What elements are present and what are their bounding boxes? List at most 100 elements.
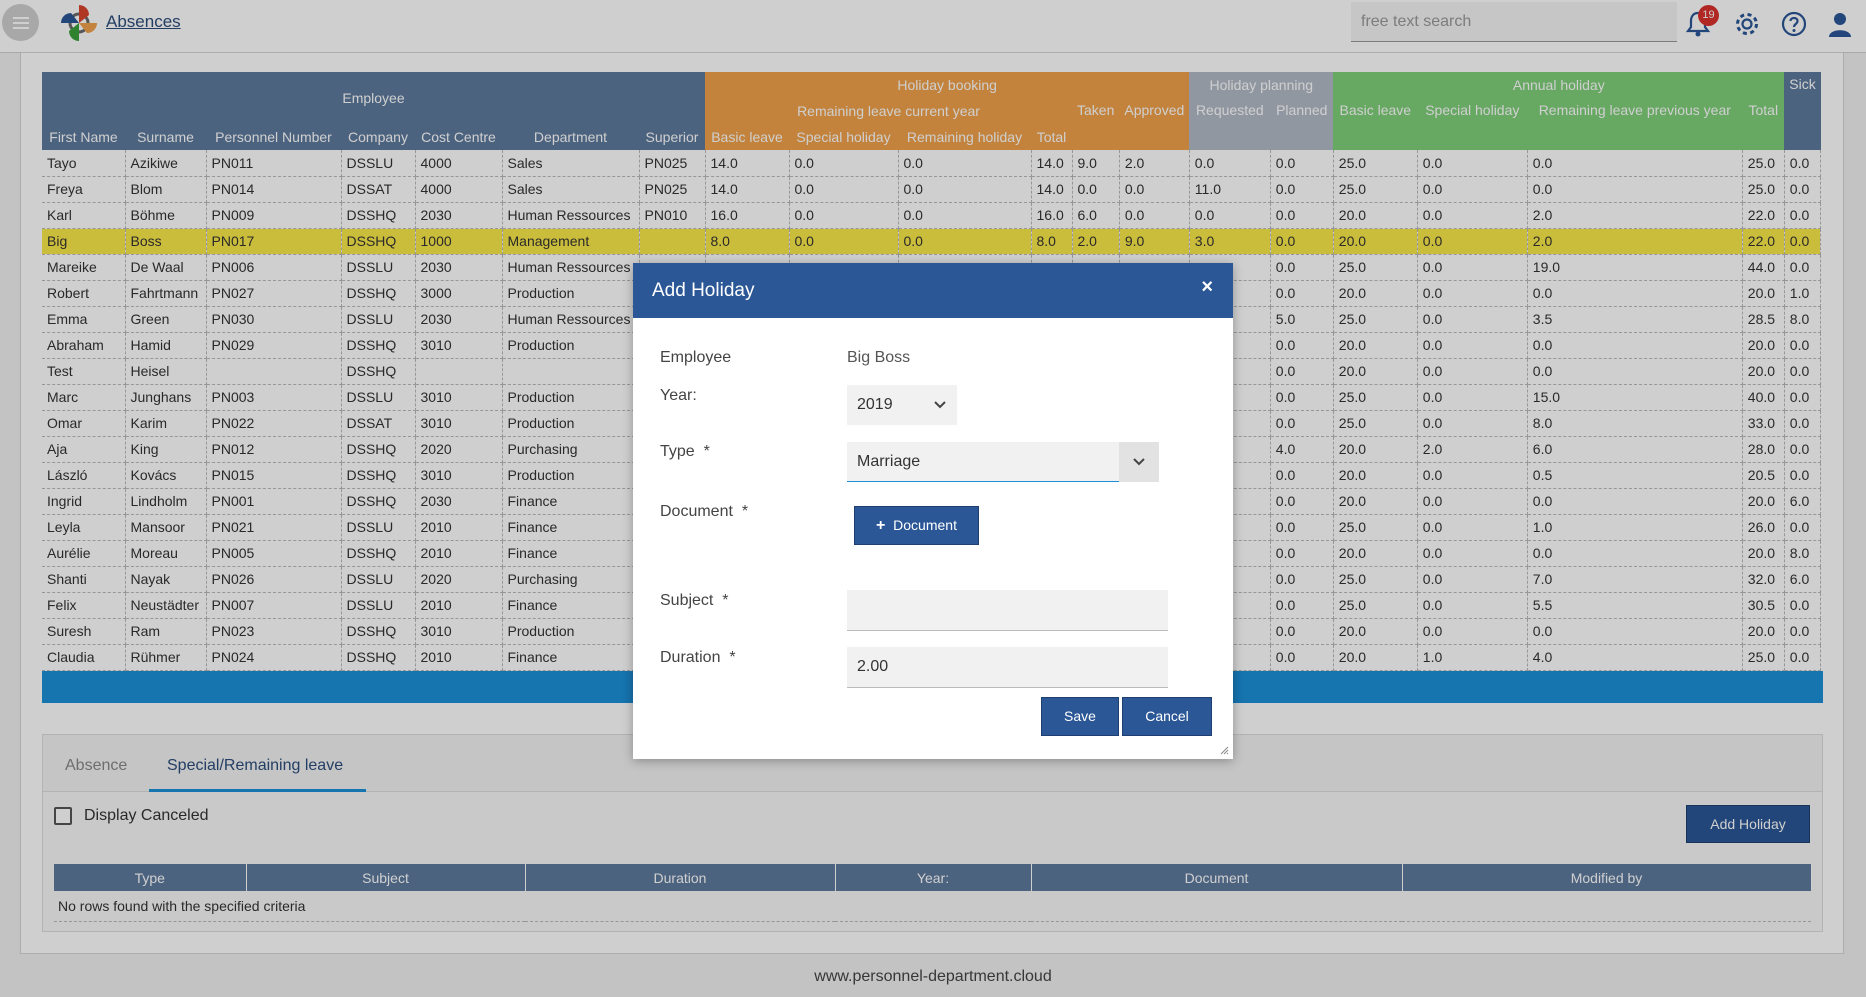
cell-annual-special-holiday: 0.0 — [1417, 592, 1528, 619]
type-select[interactable]: Marriage — [847, 442, 1159, 482]
col-year[interactable]: Year: — [835, 864, 1032, 891]
col-surname[interactable]: Surname — [125, 124, 206, 150]
col-booking-total[interactable]: Total — [1031, 124, 1072, 150]
cell-special-holiday: 0.0 — [789, 150, 899, 177]
type-value: Marriage — [857, 453, 921, 470]
add-document-button[interactable]: + Document — [854, 506, 979, 545]
col-requested[interactable]: Requested — [1189, 98, 1271, 150]
duration-input[interactable] — [847, 647, 1168, 688]
col-annual-basic-leave[interactable]: Basic leave — [1333, 98, 1418, 150]
document-label: Document * — [660, 503, 748, 521]
col-planned[interactable]: Planned — [1270, 98, 1334, 150]
col-superior[interactable]: Superior — [639, 124, 705, 150]
cell-taken: 9.0 — [1072, 150, 1120, 177]
cell-remaining-previous: 0.0 — [1527, 540, 1743, 567]
col-personnel-number[interactable]: Personnel Number — [206, 124, 341, 150]
cell-company: DSSHQ — [341, 644, 416, 671]
cell-basic-leave: 14.0 — [705, 150, 790, 177]
cell-annual-basic-leave: 20.0 — [1333, 332, 1418, 359]
dialog-header: Add Holiday × — [633, 263, 1233, 318]
subject-input[interactable] — [847, 590, 1168, 631]
table-row[interactable]: Tayo Azikiwe PN011 DSSLU 4000 Sales PN025 14.0 0… — [42, 150, 1822, 177]
tab-absence[interactable]: Absence — [65, 757, 128, 774]
menu-icon[interactable] — [2, 4, 39, 41]
cell-department: Finance — [502, 540, 640, 567]
table-row[interactable]: Aurélie Moreau PN005 DSSHQ 2010 Finance 0.0 20.… — [42, 540, 1822, 567]
help-icon[interactable] — [1780, 10, 1808, 38]
cell-company: DSSAT — [341, 176, 416, 203]
user-icon[interactable] — [1826, 10, 1854, 38]
cell-annual-basic-leave: 20.0 — [1333, 358, 1418, 385]
search-input[interactable] — [1351, 2, 1677, 42]
col-first-name[interactable]: First Name — [42, 124, 125, 150]
gear-icon[interactable] — [1733, 10, 1761, 38]
year-label: Year: — [660, 387, 697, 404]
cell-first-name: Ingrid — [42, 488, 126, 515]
table-row[interactable]: Karl Böhme PN009 DSSHQ 2030 Human Ressources P… — [42, 202, 1822, 229]
col-subject[interactable]: Subject — [246, 864, 526, 891]
col-annual-total[interactable]: Total — [1742, 98, 1785, 150]
cell-first-name: Karl — [42, 202, 126, 229]
col-annual-special-holiday[interactable]: Special holiday — [1417, 98, 1528, 150]
cell-personnel-number: PN009 — [206, 202, 342, 229]
cell-remaining-previous: 4.0 — [1527, 644, 1743, 671]
table-row[interactable]: Big Boss PN017 DSSHQ 1000 Management 8.0 0.0 0.0… — [42, 228, 1822, 255]
col-company[interactable]: Company — [341, 124, 415, 150]
resize-handle-icon[interactable] — [1220, 746, 1229, 755]
col-duration[interactable]: Duration — [525, 864, 836, 891]
cell-surname: Lindholm — [125, 488, 207, 515]
col-document[interactable]: Document — [1031, 864, 1403, 891]
cell-cost-centre: 2030 — [415, 202, 503, 229]
type-dropdown-button[interactable] — [1119, 442, 1159, 482]
cell-annual-special-holiday: 0.0 — [1417, 332, 1528, 359]
save-button[interactable]: Save — [1041, 697, 1119, 736]
cell-remaining-previous: 0.0 — [1527, 280, 1743, 307]
cell-surname: Ram — [125, 618, 207, 645]
cell-surname: Blom — [125, 176, 207, 203]
col-cost-centre[interactable]: Cost Centre — [415, 124, 502, 150]
table-row[interactable]: Freya Blom PN014 DSSAT 4000 Sales PN025 14.0 0.0… — [42, 176, 1822, 203]
cell-cost-centre: 3000 — [415, 280, 503, 307]
col-modified-by[interactable]: Modified by — [1402, 864, 1812, 891]
col-type[interactable]: Type — [54, 864, 247, 891]
col-taken[interactable]: Taken — [1072, 98, 1120, 150]
cell-company: DSSLU — [341, 592, 416, 619]
col-approved[interactable]: Approved — [1119, 98, 1190, 150]
cell-planned: 0.0 — [1270, 592, 1334, 619]
cancel-button[interactable]: Cancel — [1122, 697, 1212, 736]
cell-annual-special-holiday: 0.0 — [1417, 254, 1528, 281]
table-row[interactable]: Marc Junghans PN003 DSSLU 3010 Production 0.0 2… — [42, 384, 1822, 411]
logo-icon — [61, 5, 97, 41]
cell-annual-basic-leave: 25.0 — [1333, 254, 1418, 281]
app-title-link[interactable]: Absences — [106, 12, 181, 31]
cell-company: DSSLU — [341, 514, 416, 541]
cell-planned: 4.0 — [1270, 436, 1334, 463]
cell-planned: 5.0 — [1270, 306, 1334, 333]
close-icon[interactable]: × — [1201, 276, 1213, 298]
cell-annual-special-holiday: 0.0 — [1417, 462, 1528, 489]
cell-company: DSSHQ — [341, 462, 416, 489]
cell-annual-special-holiday: 0.0 — [1417, 384, 1528, 411]
add-document-label: Document — [893, 517, 957, 533]
cell-sick: 0.0 — [1784, 202, 1822, 229]
cell-company: DSSAT — [341, 410, 416, 437]
cell-department: Finance — [502, 592, 640, 619]
cell-planned: 0.0 — [1270, 566, 1334, 593]
col-department[interactable]: Department — [502, 124, 639, 150]
cell-planned: 0.0 — [1270, 280, 1334, 307]
year-select[interactable]: 2019 — [847, 385, 957, 425]
table-row[interactable]: Omar Karim PN022 DSSAT 3010 Production 0.0 25.0… — [42, 410, 1822, 437]
col-remaining-holiday[interactable]: Remaining holiday — [898, 124, 1031, 150]
cell-personnel-number: PN029 — [206, 332, 342, 359]
cell-annual-total: 20.0 — [1742, 358, 1785, 385]
cell-company: DSSLU — [341, 306, 416, 333]
col-special-holiday[interactable]: Special holiday — [789, 124, 898, 150]
cell-planned: 0.0 — [1270, 514, 1334, 541]
col-remaining-previous[interactable]: Remaining leave previous year — [1527, 98, 1743, 150]
cell-annual-basic-leave: 25.0 — [1333, 410, 1418, 437]
tab-special-remaining-leave[interactable]: Special/Remaining leave — [167, 757, 344, 774]
cell-annual-basic-leave: 25.0 — [1333, 176, 1418, 203]
add-holiday-button[interactable]: Add Holiday — [1686, 805, 1810, 843]
col-basic-leave[interactable]: Basic leave — [705, 124, 789, 150]
display-canceled-checkbox[interactable] — [54, 807, 72, 825]
